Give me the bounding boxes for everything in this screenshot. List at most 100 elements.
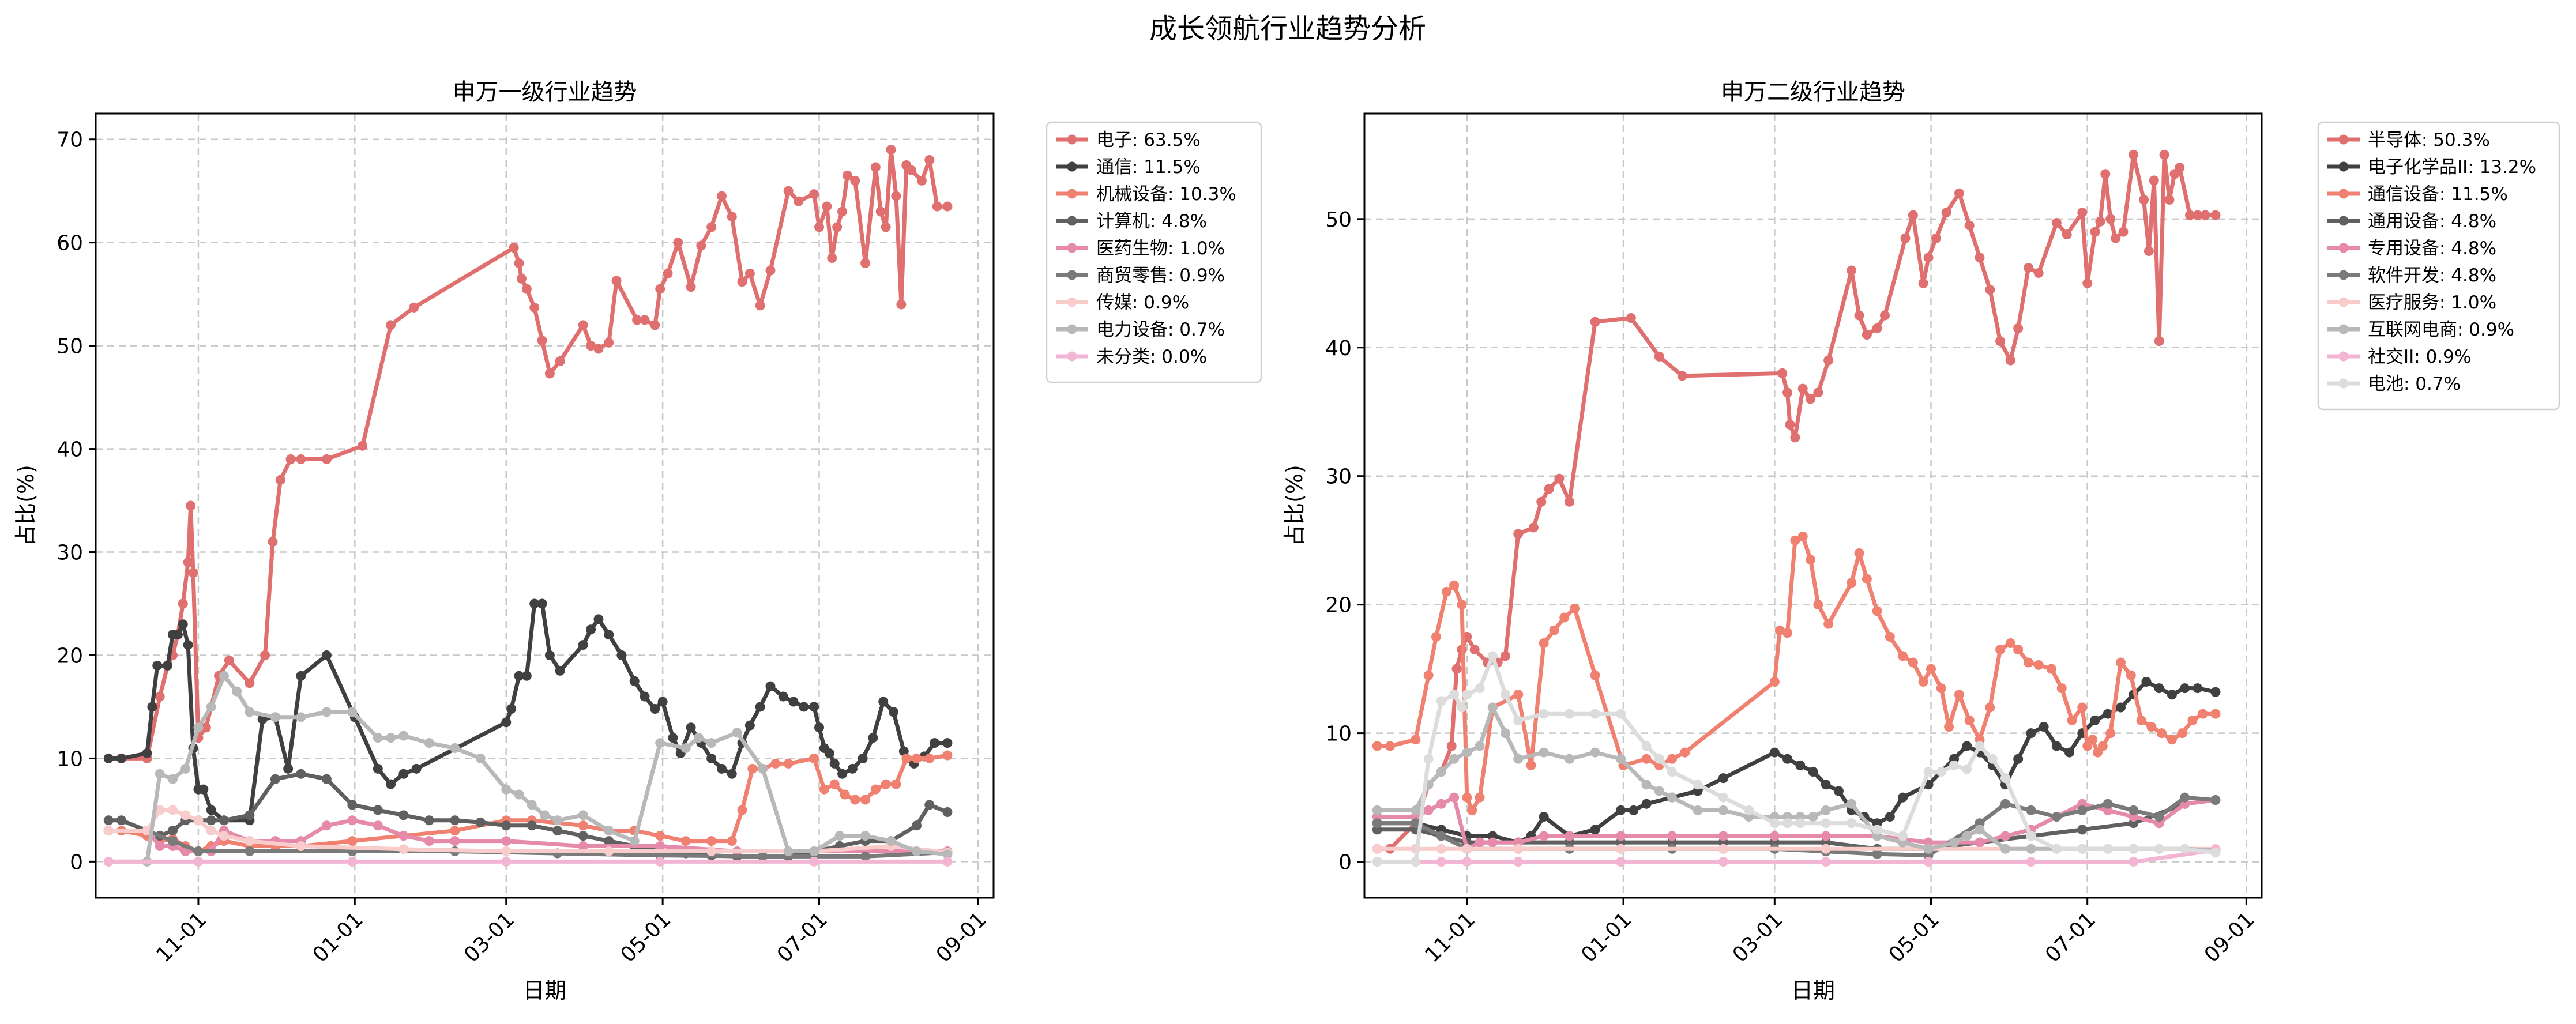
y-tick-label: 0 [1338, 851, 1352, 875]
data-point [770, 758, 781, 769]
legend-swatch-marker [1067, 351, 1077, 362]
data-point [868, 733, 878, 743]
data-point [2180, 792, 2190, 803]
data-point [2210, 709, 2221, 719]
data-point [1718, 773, 1728, 784]
data-point [1475, 741, 1485, 751]
data-point [2077, 702, 2088, 713]
data-point [765, 265, 776, 276]
data-point [1475, 792, 1485, 803]
data-point [1449, 580, 1460, 590]
data-point [1565, 754, 1575, 764]
data-point [321, 707, 332, 717]
data-point [912, 846, 922, 856]
data-point [889, 707, 899, 717]
data-point [268, 537, 278, 547]
data-point [942, 807, 953, 817]
data-point [373, 820, 383, 831]
data-point [232, 686, 242, 697]
data-point [501, 784, 512, 795]
data-point [1885, 812, 1895, 822]
data-point [2082, 278, 2093, 288]
data-point [1372, 805, 1382, 815]
data-point [1821, 805, 1831, 815]
data-point [850, 795, 860, 805]
data-point [1462, 844, 1472, 854]
data-point [2159, 149, 2169, 160]
data-point [475, 753, 486, 763]
data-point [2056, 683, 2067, 694]
data-point [347, 800, 358, 810]
data-point [578, 820, 588, 831]
data-point [1436, 831, 1446, 841]
data-point [1590, 709, 1600, 719]
data-point [650, 320, 660, 330]
data-point [586, 624, 596, 635]
data-point [2013, 754, 2024, 764]
data-point [829, 758, 840, 769]
data-point [1539, 747, 1549, 758]
data-point [178, 598, 188, 609]
data-point [860, 831, 871, 841]
data-point [2136, 715, 2146, 725]
data-point [1813, 387, 1823, 398]
data-point [686, 282, 696, 292]
data-point [2023, 263, 2033, 273]
data-point [1908, 657, 1918, 668]
y-tick-label: 20 [57, 644, 83, 668]
data-point [2157, 728, 2167, 739]
legend-swatch-marker [1067, 216, 1077, 226]
data-point [924, 753, 935, 763]
data-point [116, 815, 126, 826]
data-point [501, 717, 512, 728]
x-axis-label: 日期 [522, 978, 566, 1003]
data-point [206, 805, 216, 815]
data-point [593, 344, 604, 354]
y-tick-label: 50 [1325, 208, 1352, 232]
data-point [1487, 702, 1498, 713]
data-point [673, 238, 683, 248]
data-point [2115, 702, 2126, 713]
data-point [1616, 805, 1626, 815]
data-point [296, 841, 306, 852]
data-point [1457, 600, 1467, 610]
data-point [1526, 760, 1536, 770]
data-point [1411, 857, 1421, 867]
data-point [655, 738, 665, 748]
data-point [1797, 532, 1808, 542]
data-point [834, 831, 845, 841]
data-point [1944, 721, 1954, 732]
data-point [450, 815, 460, 826]
data-point [1513, 715, 1524, 725]
data-point [2051, 218, 2062, 228]
y-tick-label: 70 [57, 129, 83, 152]
data-point [2193, 210, 2203, 220]
data-point [655, 856, 665, 867]
data-point [552, 826, 563, 836]
data-point [1436, 844, 1446, 854]
figure-suptitle: 成长领航行业趋势分析 [1149, 13, 1426, 45]
data-point [147, 702, 157, 712]
data-point [1821, 780, 1831, 790]
legend-swatch-marker [1067, 243, 1077, 253]
data-point [103, 815, 114, 826]
data-point [1923, 844, 1934, 854]
data-point [475, 817, 486, 827]
data-point [1616, 709, 1626, 719]
data-point [2100, 169, 2111, 179]
data-point [2111, 233, 2121, 243]
data-point [167, 774, 178, 784]
data-point [358, 441, 368, 451]
data-point [1821, 844, 1831, 854]
data-point [260, 650, 270, 660]
data-point [2051, 812, 2062, 822]
data-point [552, 815, 563, 826]
data-point [1923, 767, 1934, 777]
data-point [1590, 670, 1600, 680]
data-point [1908, 210, 1918, 220]
data-point [1539, 831, 1549, 841]
data-point [2062, 229, 2072, 240]
legend-entry: 未分类: 0.0% [1096, 347, 1207, 367]
legend-swatch-marker [2338, 134, 2349, 145]
data-point [296, 712, 306, 722]
